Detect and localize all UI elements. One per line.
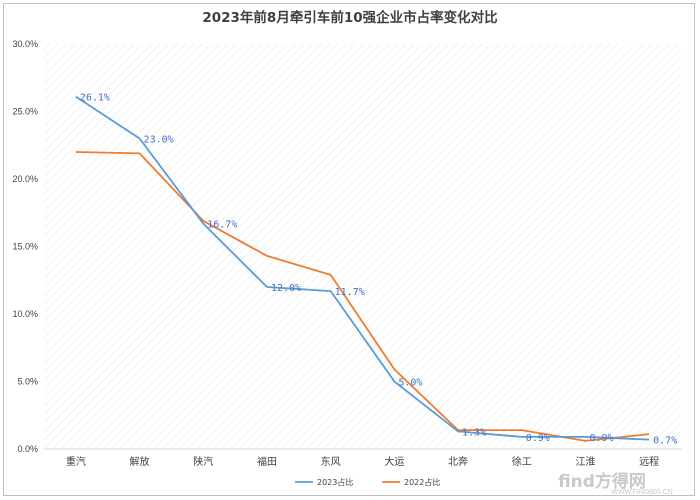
y-tick-label: 25.0% — [12, 107, 38, 117]
legend-label: 2023占比 — [317, 477, 353, 487]
y-tick-label: 20.0% — [12, 174, 38, 184]
x-tick-label: 解放 — [130, 455, 150, 468]
x-axis: 重汽 解放 陕汽 福田 东风 大运 北奔 徐工 江淮 远程 — [66, 455, 659, 468]
y-axis: 0.0% 5.0% 10.0% 15.0% 20.0% 25.0% 30.0% — [12, 39, 38, 454]
legend: 2023占比 2022占比 — [295, 477, 440, 487]
data-label: 12.0% — [271, 283, 301, 294]
x-tick-label: 陕汽 — [193, 455, 213, 468]
x-tick-label: 徐工 — [512, 455, 532, 468]
data-labels: 26.1% 23.0% 16.7% 12.0% 11.7% 5.0% 1.3% 0.9% 0.9… — [80, 93, 677, 447]
watermark-url: WWW.FIND800.CN — [611, 489, 672, 496]
watermark-brand: find方得网 — [558, 471, 646, 492]
x-tick-label: 重汽 — [66, 455, 86, 468]
x-tick-label: 大运 — [384, 455, 404, 468]
plot-area — [44, 44, 681, 449]
legend-label: 2022占比 — [404, 477, 440, 487]
x-tick-label: 远程 — [639, 456, 659, 468]
watermark-logo: find方得网 WWW.FIND800.CN — [558, 471, 673, 496]
y-tick-label: 30.0% — [12, 39, 38, 49]
data-label: 5.0% — [398, 378, 422, 389]
y-tick-label: 0.0% — [17, 444, 38, 454]
data-label: 11.7% — [335, 287, 365, 298]
data-label: 16.7% — [207, 220, 237, 231]
series-lines — [75, 95, 650, 442]
data-label: 0.7% — [653, 436, 677, 447]
y-tick-label: 15.0% — [12, 242, 38, 252]
series-line — [75, 151, 650, 442]
y-tick-label: 5.0% — [17, 377, 38, 387]
x-tick-label: 福田 — [257, 455, 277, 468]
y-tick-label: 10.0% — [12, 309, 38, 319]
data-label: 0.9% — [589, 433, 613, 444]
x-tick-label: 江淮 — [575, 456, 595, 468]
x-tick-label: 东风 — [321, 455, 341, 468]
data-label: 23.0% — [144, 135, 174, 146]
data-label: 1.3% — [462, 427, 486, 438]
data-label: 0.9% — [526, 433, 550, 444]
data-label: 26.1% — [80, 93, 110, 104]
chart-title: 2023年前8月牵引车前10强企业市占率变化对比 — [202, 9, 497, 26]
x-tick-label: 北奔 — [448, 455, 468, 468]
series-line — [75, 95, 650, 441]
